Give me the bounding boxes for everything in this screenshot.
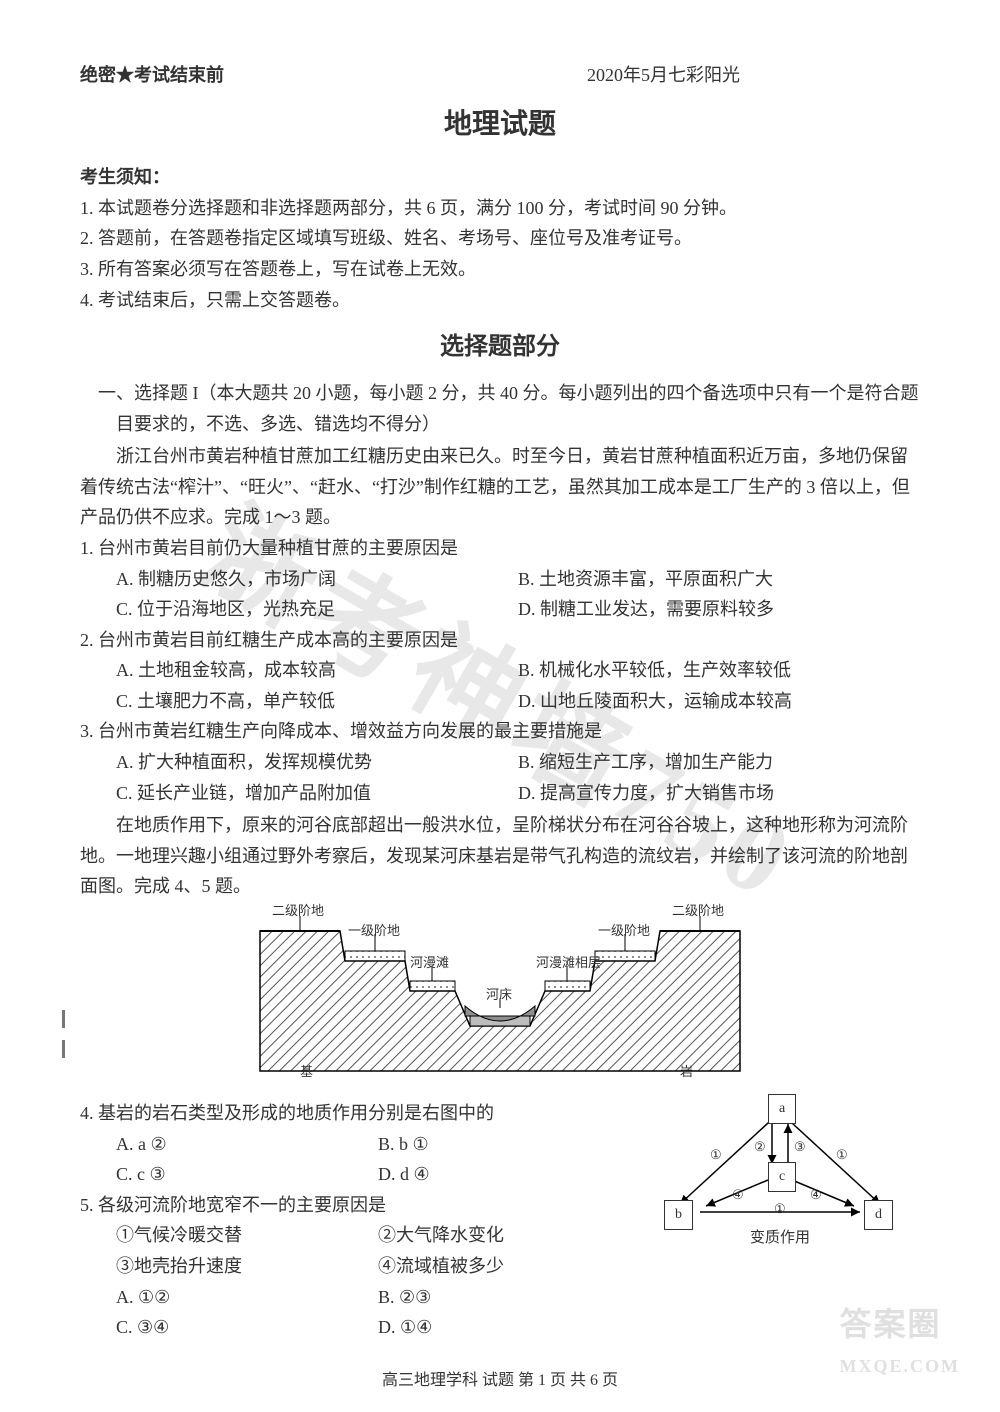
header-row: 绝密★考试结束前 2020年5月七彩阳光	[80, 60, 920, 91]
q4-options: A. a ② B. b ① C. c ③ D. d ④	[80, 1129, 640, 1190]
q3-opt-a: A. 扩大种植面积，发挥规模优势	[116, 747, 518, 778]
q4-opt-c: C. c ③	[116, 1159, 378, 1190]
page-content: 绝密★考试结束前 2020年5月七彩阳光 地理试题 考生须知： 1. 本试题卷分…	[80, 60, 920, 1394]
rock-cycle-diagram: a c b d ① ② ③ ① ④ ④ ① 变质作用	[650, 1094, 910, 1254]
mc-instruction: 一、选择题 I（本大题共 20 小题，每小题 2 分，共 40 分。每小题列出的…	[80, 378, 920, 439]
instruction-1: 1. 本试题卷分选择题和非选择题两部分，共 6 页，满分 100 分，考试时间 …	[80, 193, 920, 224]
q1-opt-c: C. 位于沿海地区，光热充足	[116, 594, 518, 625]
rc-n2: ②	[754, 1136, 766, 1158]
section-heading: 选择题部分	[80, 327, 920, 368]
cs-flood-r: 河漫滩相层	[536, 952, 601, 974]
q3-opt-b: B. 缩短生产工序，增加生产能力	[518, 747, 920, 778]
q2-opt-c: C. 土壤肥力不高，单产较低	[116, 686, 518, 717]
q1-opt-a: A. 制糖历史悠久，市场广阔	[116, 564, 518, 595]
exam-date: 2020年5月七彩阳光	[587, 60, 740, 91]
cs-bed: 河床	[486, 984, 512, 1006]
rc-n1-right: ①	[836, 1144, 848, 1166]
q1-options: A. 制糖历史悠久，市场广阔 B. 土地资源丰富，平原面积广大 C. 位于沿海地…	[80, 564, 920, 625]
q4-opt-a: A. a ②	[116, 1129, 378, 1160]
rc-n4-right: ④	[810, 1184, 822, 1206]
instruction-2: 2. 答题前，在答题卷指定区域填写班级、姓名、考场号、座位号及准考证号。	[80, 223, 920, 254]
page-footer: 高三地理学科 试题 第 1 页 共 6 页	[80, 1367, 920, 1394]
cs-base-l: 基	[300, 1061, 313, 1083]
cs-tier1-l: 一级阶地	[348, 920, 400, 942]
rock-cycle-panel: a c b d ① ② ③ ① ④ ④ ① 变质作用	[640, 1094, 920, 1254]
margin-bar-1	[62, 1010, 65, 1028]
q5-s1: ①气候冷暖交替	[116, 1220, 378, 1251]
q2-options: A. 土地租金较高，成本较高 B. 机械化水平较低，生产效率较低 C. 土壤肥力…	[80, 655, 920, 716]
rc-n3: ③	[794, 1136, 806, 1158]
q4-q5-row: 4. 基岩的岩石类型及形成的地质作用分别是右图中的 A. a ② B. b ① …	[80, 1094, 920, 1343]
passage-1: 浙江台州市黄岩种植甘蔗加工红糖历史由来已久。时至今日，黄岩甘蔗种植面积近万亩，多…	[80, 441, 920, 533]
instruction-4: 4. 考试结束后，只需上交答题卷。	[80, 285, 920, 316]
q4-opt-b: B. b ①	[378, 1129, 640, 1160]
q2-opt-b: B. 机械化水平较低，生产效率较低	[518, 655, 920, 686]
q5-s4: ④流域植被多少	[378, 1251, 640, 1282]
q2-stem: 2. 台州市黄岩目前红糖生产成本高的主要原因是	[80, 625, 920, 656]
q2-opt-a: A. 土地租金较高，成本较高	[116, 655, 518, 686]
q5-s2: ②大气降水变化	[378, 1220, 640, 1251]
page-title: 地理试题	[80, 101, 920, 149]
q4-stem: 4. 基岩的岩石类型及形成的地质作用分别是右图中的	[80, 1098, 640, 1129]
rc-node-a: a	[768, 1094, 796, 1124]
q1-opt-b: B. 土地资源丰富，平原面积广大	[518, 564, 920, 595]
instruction-3: 3. 所有答案必须写在答题卷上，写在试卷上无效。	[80, 254, 920, 285]
q4-q5-left: 4. 基岩的岩石类型及形成的地质作用分别是右图中的 A. a ② B. b ① …	[80, 1094, 640, 1343]
rc-n1-bottom: ①	[774, 1198, 786, 1220]
cs-base-r: 岩	[680, 1061, 693, 1083]
rc-n4-left: ④	[732, 1184, 744, 1206]
q1-stem: 1. 台州市黄岩目前仍大量种植甘蔗的主要原因是	[80, 533, 920, 564]
q5-opt-c: C. ③④	[116, 1312, 378, 1343]
cs-tier1-r: 一级阶地	[598, 920, 650, 942]
q2-opt-d: D. 山地丘陵面积大，运输成本较高	[518, 686, 920, 717]
q3-stem: 3. 台州市黄岩红糖生产向降成本、增效益方向发展的最主要措施是	[80, 716, 920, 747]
q3-opt-c: C. 延长产业链，增加产品附加值	[116, 778, 518, 809]
rc-n1-left: ①	[710, 1144, 722, 1166]
q5-opt-b: B. ②③	[378, 1282, 640, 1313]
secret-label: 绝密★考试结束前	[80, 60, 224, 91]
rc-caption: 变质作用	[650, 1226, 910, 1252]
cs-tier2-r: 二级阶地	[672, 900, 724, 922]
q5-options: A. ①② B. ②③ C. ③④ D. ①④	[80, 1282, 640, 1343]
q5-stem: 5. 各级河流阶地宽窄不一的主要原因是	[80, 1190, 640, 1221]
cs-flood-l: 河漫滩	[410, 952, 449, 974]
cross-section-diagram: 二级阶地 一级阶地 河漫滩 河床 河漫滩相层 一级阶地 二级阶地 基 岩	[240, 906, 760, 1086]
q5-s3: ③地壳抬升速度	[116, 1251, 378, 1282]
q5-sub: ①气候冷暖交替 ②大气降水变化 ③地壳抬升速度 ④流域植被多少	[80, 1220, 640, 1281]
q3-opt-d: D. 提高宣传力度，扩大销售市场	[518, 778, 920, 809]
rc-node-c: c	[768, 1162, 796, 1192]
passage-2: 在地质作用下，原来的河谷底部超出一般洪水位，呈阶梯状分布在河谷谷坡上，这种地形称…	[80, 810, 920, 902]
margin-bar-2	[62, 1040, 65, 1058]
instructions-label: 考生须知：	[80, 162, 920, 193]
q4-opt-d: D. d ④	[378, 1159, 640, 1190]
q3-options: A. 扩大种植面积，发挥规模优势 B. 缩短生产工序，增加生产能力 C. 延长产…	[80, 747, 920, 808]
q1-opt-d: D. 制糖工业发达，需要原料较多	[518, 594, 920, 625]
cs-tier2-l: 二级阶地	[272, 900, 324, 922]
q5-opt-a: A. ①②	[116, 1282, 378, 1313]
q5-opt-d: D. ①④	[378, 1312, 640, 1343]
